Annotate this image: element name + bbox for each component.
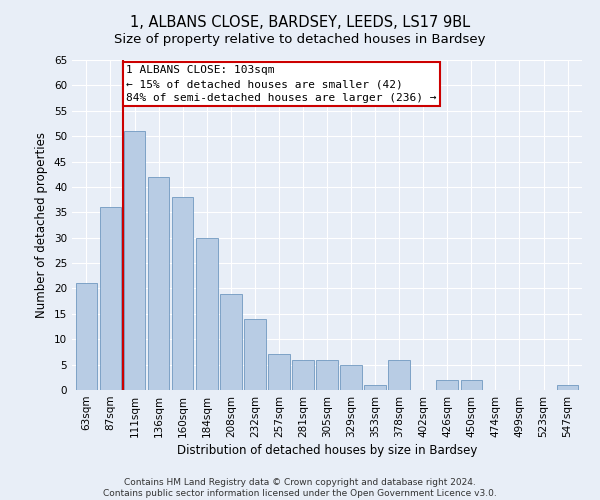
Bar bbox=[461, 380, 482, 390]
Bar bbox=[220, 294, 242, 390]
Bar bbox=[196, 238, 218, 390]
Text: Contains HM Land Registry data © Crown copyright and database right 2024.
Contai: Contains HM Land Registry data © Crown c… bbox=[103, 478, 497, 498]
Bar bbox=[436, 380, 458, 390]
Text: 1 ALBANS CLOSE: 103sqm
← 15% of detached houses are smaller (42)
84% of semi-det: 1 ALBANS CLOSE: 103sqm ← 15% of detached… bbox=[126, 65, 437, 103]
Bar bbox=[268, 354, 290, 390]
Bar bbox=[148, 177, 169, 390]
Bar bbox=[76, 284, 97, 390]
Bar bbox=[100, 207, 121, 390]
Bar bbox=[292, 360, 314, 390]
Bar bbox=[244, 319, 266, 390]
Bar bbox=[364, 385, 386, 390]
Bar bbox=[340, 364, 362, 390]
Text: Size of property relative to detached houses in Bardsey: Size of property relative to detached ho… bbox=[114, 32, 486, 46]
Y-axis label: Number of detached properties: Number of detached properties bbox=[35, 132, 49, 318]
Bar bbox=[172, 197, 193, 390]
X-axis label: Distribution of detached houses by size in Bardsey: Distribution of detached houses by size … bbox=[177, 444, 477, 457]
Bar bbox=[557, 385, 578, 390]
Bar bbox=[124, 131, 145, 390]
Bar bbox=[388, 360, 410, 390]
Text: 1, ALBANS CLOSE, BARDSEY, LEEDS, LS17 9BL: 1, ALBANS CLOSE, BARDSEY, LEEDS, LS17 9B… bbox=[130, 15, 470, 30]
Bar bbox=[316, 360, 338, 390]
